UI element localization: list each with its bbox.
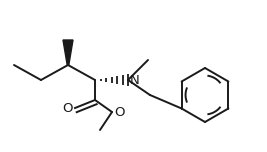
Text: N: N xyxy=(130,74,140,86)
Polygon shape xyxy=(63,40,73,65)
Text: O: O xyxy=(62,102,73,114)
Text: O: O xyxy=(114,105,124,119)
